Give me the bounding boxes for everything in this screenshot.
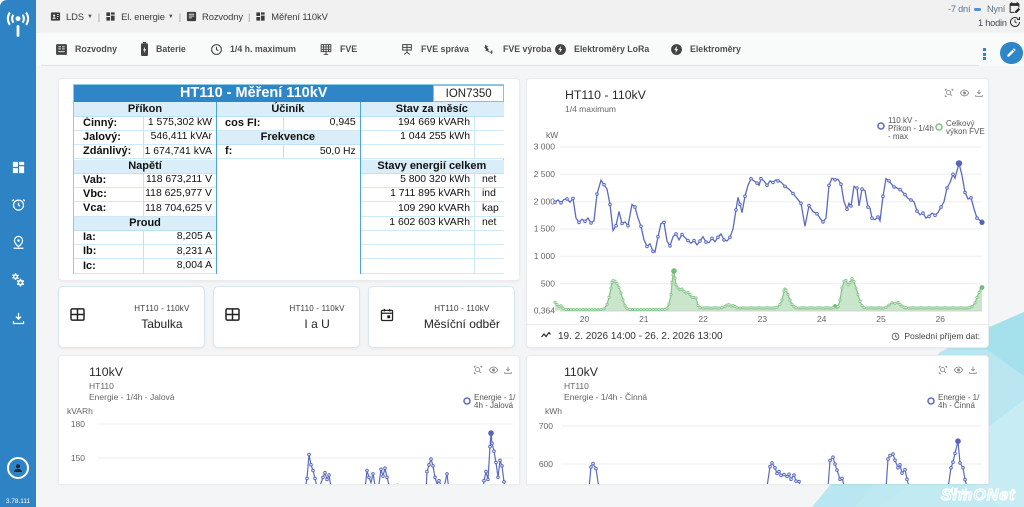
svg-text:kWh: kWh (545, 406, 562, 416)
svg-text:25: 25 (876, 314, 886, 324)
svg-text:600: 600 (539, 459, 553, 469)
svg-text:150: 150 (71, 453, 85, 463)
svg-text:1 500: 1 500 (534, 224, 556, 234)
svg-text:2 000: 2 000 (534, 196, 556, 206)
svg-text:24: 24 (817, 314, 827, 324)
svg-text:21: 21 (639, 314, 649, 324)
svg-text:20: 20 (580, 314, 590, 324)
svg-text:kVARh: kVARh (67, 406, 93, 416)
svg-text:3 000: 3 000 (534, 142, 556, 152)
svg-text:26: 26 (936, 314, 946, 324)
svg-text:180: 180 (71, 419, 85, 429)
svg-text:700: 700 (539, 421, 553, 431)
svg-text:kW: kW (546, 130, 558, 140)
svg-text:1 000: 1 000 (534, 251, 556, 261)
svg-text:500: 500 (541, 278, 555, 288)
svg-text:23: 23 (758, 314, 768, 324)
svg-text:2 500: 2 500 (534, 169, 556, 179)
svg-text:22: 22 (698, 314, 708, 324)
svg-text:0,364: 0,364 (534, 306, 556, 316)
